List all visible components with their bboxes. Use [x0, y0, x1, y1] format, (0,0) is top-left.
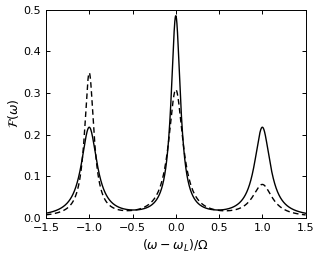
X-axis label: $(\omega - \omega_L)/\Omega$: $(\omega - \omega_L)/\Omega$ [142, 238, 209, 255]
Y-axis label: $\mathcal{F}(\omega)$: $\mathcal{F}(\omega)$ [5, 99, 20, 128]
